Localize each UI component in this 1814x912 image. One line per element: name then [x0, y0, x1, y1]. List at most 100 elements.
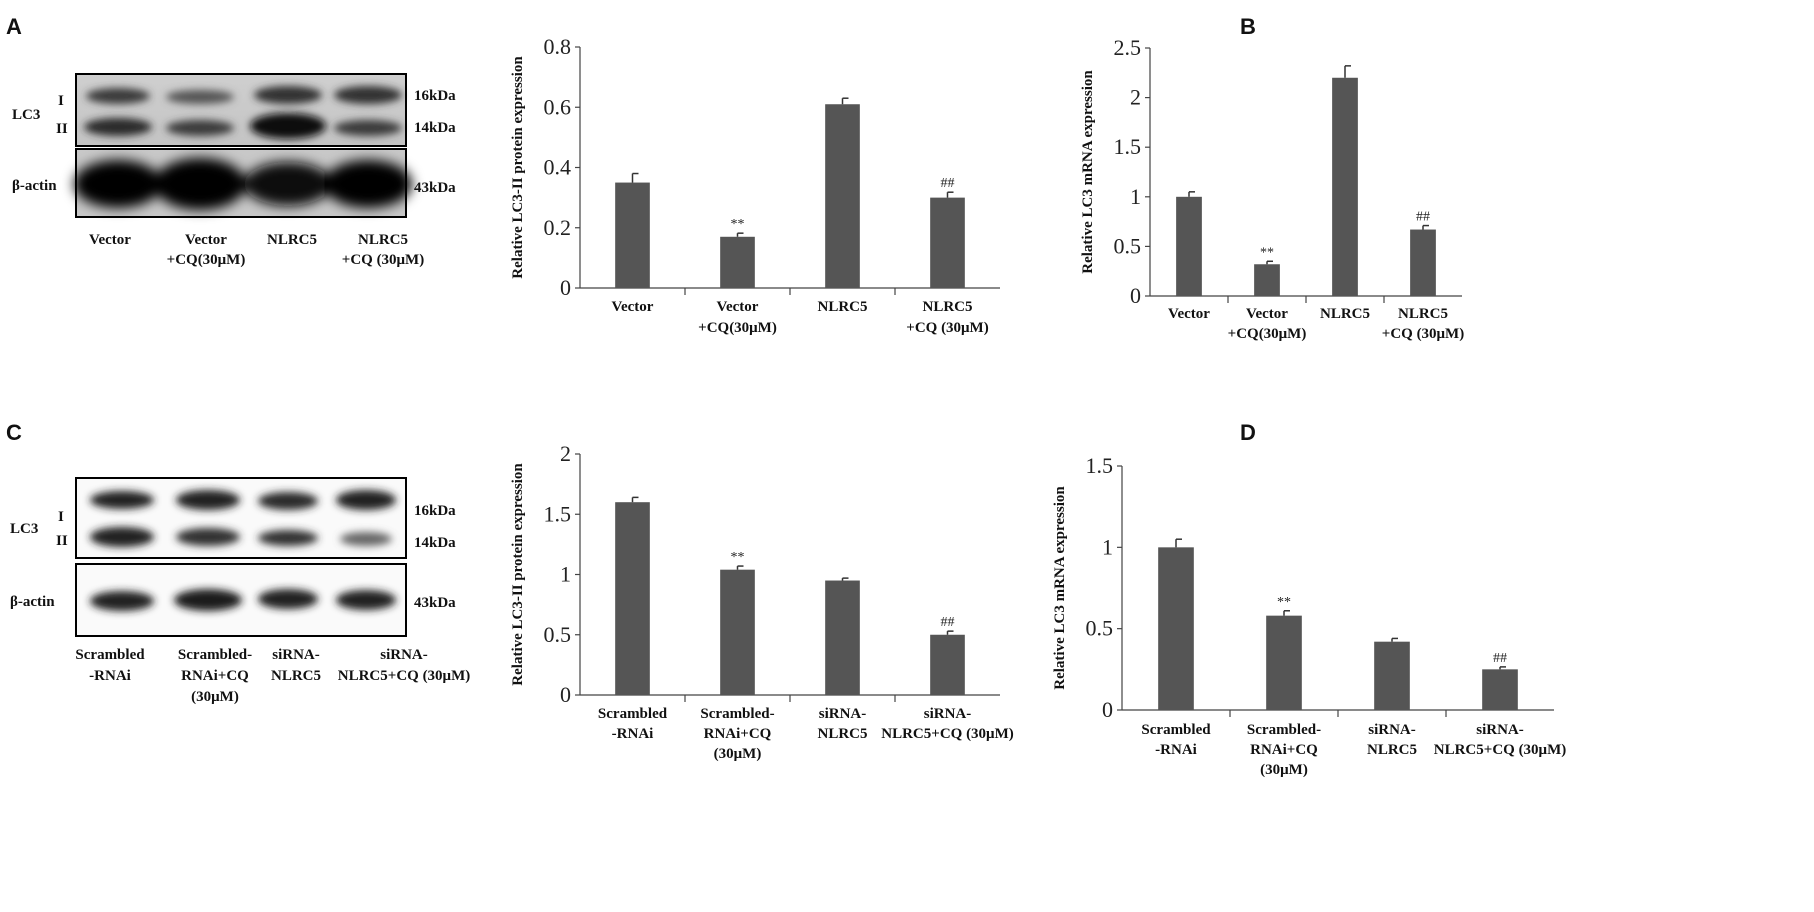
band: [176, 490, 240, 510]
lane-label: -RNAi: [89, 668, 131, 684]
lane-label: NLRC5: [271, 668, 321, 684]
x-tick-label: NLRC5: [1367, 742, 1417, 758]
significance-label: ##: [1493, 651, 1507, 666]
chart-b-lc3-mrna: 0 0.5 1 1.5 2 2.5 Relative LC3 mRNA expression…: [1080, 35, 1464, 342]
x-tick-label: +CQ(30μM): [698, 320, 777, 336]
lane-label: +CQ(30μM): [167, 252, 246, 268]
bar: [1158, 547, 1194, 710]
bar: [720, 236, 755, 288]
blot-a-lc3-frame: [75, 73, 407, 147]
x-tick-label: Scrambled: [598, 706, 668, 722]
lane-label: Vector: [89, 232, 131, 248]
x-tick-label: Vector: [612, 299, 654, 315]
band: [334, 120, 402, 136]
y-tick-label: 0.6: [544, 94, 572, 119]
band: [90, 591, 154, 611]
y-tick-label: 0.5: [1086, 616, 1114, 641]
band: [244, 162, 332, 206]
blot-c-kda-43: 43kDa: [414, 595, 456, 611]
blot-c-protein-label: LC3: [10, 521, 38, 537]
significance-label: ##: [941, 615, 955, 630]
band: [176, 528, 240, 546]
band: [336, 490, 396, 510]
y-tick-label: 1: [1130, 184, 1141, 209]
lane-label: (30μM): [191, 689, 239, 705]
band: [336, 590, 396, 610]
y-tick-label: 1: [1102, 534, 1113, 559]
y-tick-label: 0.8: [544, 34, 572, 59]
x-tick-label: siRNA-: [819, 706, 867, 722]
bar: [1374, 641, 1410, 710]
lane-label: siRNA-: [272, 647, 320, 663]
blot-c-kda-14: 14kDa: [414, 535, 456, 551]
y-tick-label: 0: [560, 682, 571, 707]
bar: [1266, 615, 1302, 710]
blot-a-lane-labels: Vector Vector +CQ(30μM) NLRC5 NLRC5 +CQ (30μM…: [89, 232, 424, 268]
blot-a: LC3 I II β-actin 16kDa 14kDa 43kDa Vecto…: [12, 73, 456, 268]
x-tick-label: NLRC5: [922, 299, 972, 315]
blot-a-protein-label: LC3: [12, 107, 40, 123]
chart-a-lc3ii-protein: 0 0.2 0.4 0.6 0.8 Relative LC3-II protein exp…: [510, 34, 1000, 336]
band: [90, 491, 154, 509]
x-tick-label: NLRC5+CQ (30μM): [881, 726, 1013, 742]
band: [154, 158, 246, 210]
band: [254, 86, 322, 104]
band: [90, 527, 154, 547]
y-tick-label: 0: [560, 275, 571, 300]
lane-label: siRNA-: [380, 647, 428, 663]
x-tick-label: -RNAi: [612, 726, 654, 742]
x-tick-label: +CQ(30μM): [1228, 326, 1307, 342]
y-tick-label: 0.4: [544, 155, 572, 180]
band: [166, 90, 234, 104]
panel-letter-a: A: [6, 14, 22, 39]
chart-c-lc3ii-protein: 0 0.5 1 1.5 2 Relative LC3-II protein express…: [510, 441, 1014, 762]
blot-c: LC3 I II β-actin 16kDa 14kDa 43kDa Scram…: [10, 477, 470, 705]
y-tick-label: 0: [1102, 697, 1113, 722]
y-tick-label: 2: [1130, 85, 1141, 110]
x-tick-label: NLRC5+CQ (30μM): [1434, 742, 1566, 758]
lane-label: NLRC5: [358, 232, 408, 248]
y-tick-label: 1.5: [1114, 134, 1142, 159]
bar: [1410, 229, 1436, 296]
y-axis-label: Relative LC3-II protein expression: [510, 463, 526, 686]
y-tick-label: 0.5: [1114, 233, 1142, 258]
blot-c-loading-label: β-actin: [10, 594, 55, 610]
bar: [825, 580, 860, 695]
blot-a-actin-frame: [75, 148, 407, 218]
x-tick-label: (30μM): [714, 746, 762, 762]
lane-label: Vector: [185, 232, 227, 248]
x-tick-label: +CQ (30μM): [1382, 326, 1464, 342]
y-tick-label: 1.5: [1086, 453, 1114, 478]
bar: [930, 197, 965, 288]
significance-label: ##: [941, 176, 955, 191]
bar: [615, 182, 650, 288]
bar: [615, 502, 650, 695]
blot-c-actin-bands: [90, 589, 396, 611]
x-tick-label: RNAi+CQ: [704, 726, 772, 742]
blot-a-band-label-1: I: [58, 93, 64, 109]
blot-a-lc3-bands: [84, 86, 402, 139]
x-tick-label: RNAi+CQ: [1250, 742, 1318, 758]
x-tick-label: (30μM): [1260, 762, 1308, 778]
blot-c-lane-labels: Scrambled -RNAi Scrambled- RNAi+CQ (30μM) siR…: [75, 647, 470, 705]
x-tick-label: Scrambled-: [1247, 722, 1321, 738]
band: [74, 160, 162, 208]
panel-letter-b: B: [1240, 14, 1256, 39]
y-tick-label: 1: [560, 562, 571, 587]
band: [86, 88, 150, 104]
bar: [720, 569, 755, 695]
bar: [930, 634, 965, 695]
blot-a-kda-43: 43kDa: [414, 180, 456, 196]
x-tick-label: Scrambled-: [700, 706, 774, 722]
x-tick-label: Vector: [717, 299, 759, 315]
lane-label: Scrambled-: [178, 647, 252, 663]
band: [324, 160, 412, 208]
x-tick-label: siRNA-: [924, 706, 972, 722]
x-tick-label: Vector: [1246, 306, 1288, 322]
chart-d-lc3-mrna: 0 0.5 1 1.5 Relative LC3 mRNA expression Scra…: [1052, 453, 1566, 778]
band: [166, 120, 234, 136]
lane-label: RNAi+CQ: [181, 668, 249, 684]
significance-label: ##: [1416, 210, 1430, 225]
y-tick-label: 0.5: [544, 622, 572, 647]
